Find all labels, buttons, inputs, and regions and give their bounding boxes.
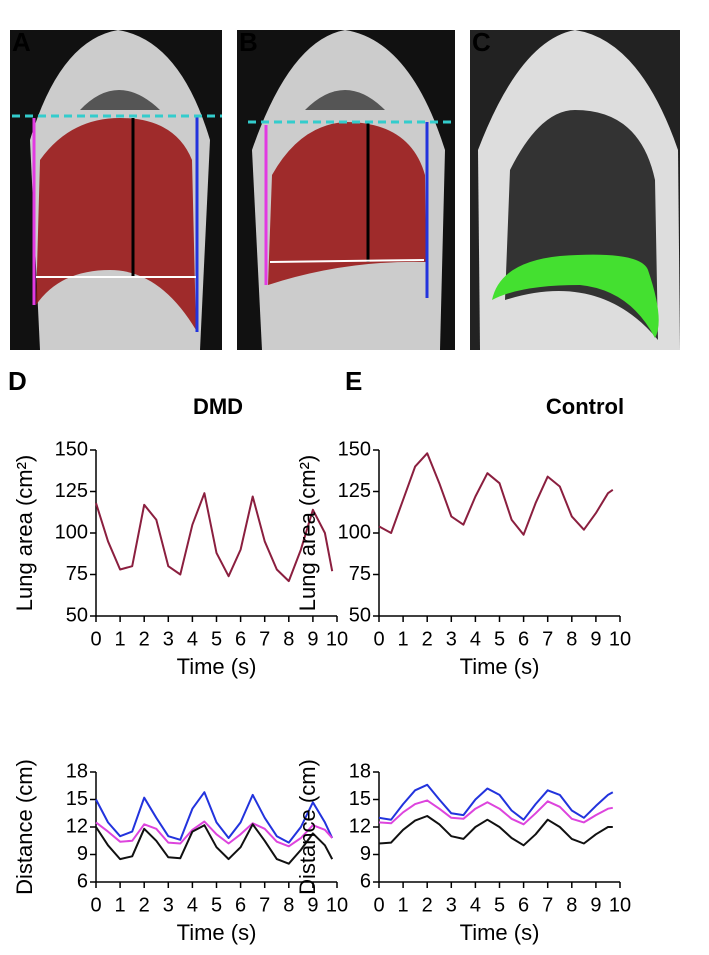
x-tick-label: 9 — [590, 894, 601, 916]
x-tick-label: 7 — [259, 628, 270, 650]
y-tick-label: 100 — [55, 521, 88, 543]
x-tick-label: 10 — [326, 628, 348, 650]
x-tick-label: 1 — [398, 628, 409, 650]
x-tick-label: 2 — [422, 628, 433, 650]
image-a — [10, 30, 222, 350]
chart-title: Control — [546, 394, 624, 419]
x-tick-label: 2 — [139, 894, 150, 916]
panel-label: B — [239, 27, 258, 57]
chart-title: DMD — [193, 394, 243, 419]
y-tick-label: 18 — [66, 760, 88, 782]
data-line — [378, 815, 613, 847]
x-tick-label: 9 — [590, 628, 601, 650]
y-tick-label: 100 — [338, 521, 371, 543]
y-tick-label: 150 — [55, 438, 88, 460]
y-axis-label: Distance (cm) — [12, 759, 37, 895]
y-axis-label: Distance (cm) — [295, 759, 320, 895]
x-tick-label: 5 — [494, 894, 505, 916]
x-tick-label: 10 — [609, 628, 631, 650]
data-line — [378, 783, 614, 821]
x-tick-label: 6 — [235, 894, 246, 916]
x-tick-label: 8 — [283, 894, 294, 916]
y-tick-label: 50 — [66, 604, 88, 626]
y-tick-label: 125 — [55, 480, 88, 502]
panel-label: E — [345, 366, 362, 396]
x-axis-label: Time (s) — [177, 654, 257, 679]
data-line — [95, 791, 334, 844]
x-tick-label: 10 — [609, 894, 631, 916]
x-tick-label: 7 — [542, 894, 553, 916]
y-tick-label: 150 — [338, 438, 371, 460]
y-tick-label: 9 — [77, 843, 88, 865]
x-tick-label: 3 — [446, 894, 457, 916]
y-tick-label: 15 — [349, 788, 371, 810]
x-tick-label: 8 — [566, 628, 577, 650]
x-tick-label: 4 — [470, 894, 481, 916]
x-tick-label: 6 — [235, 628, 246, 650]
x-tick-label: 1 — [115, 894, 126, 916]
x-tick-label: 2 — [139, 628, 150, 650]
x-tick-label: 3 — [163, 894, 174, 916]
y-tick-label: 50 — [349, 604, 371, 626]
y-tick-label: 12 — [349, 815, 371, 837]
x-tick-label: 3 — [163, 628, 174, 650]
x-tick-label: 3 — [446, 628, 457, 650]
x-tick-label: 5 — [211, 628, 222, 650]
x-axis-label: Time (s) — [460, 920, 540, 945]
y-tick-label: 75 — [349, 563, 371, 585]
x-tick-label: 8 — [283, 628, 294, 650]
x-axis-label: Time (s) — [177, 920, 257, 945]
y-tick-label: 12 — [66, 815, 88, 837]
y-tick-label: 9 — [360, 843, 371, 865]
y-axis-label: Lung area (cm²) — [12, 455, 37, 612]
x-tick-label: 5 — [494, 628, 505, 650]
panel-label: D — [8, 366, 27, 396]
x-tick-label: 0 — [373, 628, 384, 650]
panel-label: A — [12, 27, 31, 57]
x-tick-label: 7 — [259, 894, 270, 916]
y-tick-label: 18 — [349, 760, 371, 782]
data-line — [378, 452, 614, 536]
x-tick-label: 1 — [398, 894, 409, 916]
x-tick-label: 8 — [566, 894, 577, 916]
y-axis-label: Lung area (cm²) — [295, 455, 320, 612]
x-tick-label: 6 — [518, 894, 529, 916]
x-tick-label: 10 — [326, 894, 348, 916]
panel-label: C — [472, 27, 491, 57]
data-line — [95, 823, 334, 865]
data-line — [95, 492, 334, 583]
data-line — [378, 799, 613, 826]
x-tick-label: 0 — [373, 894, 384, 916]
y-tick-label: 15 — [66, 788, 88, 810]
y-tick-label: 75 — [66, 563, 88, 585]
x-tick-label: 4 — [187, 628, 198, 650]
y-tick-label: 6 — [77, 870, 88, 892]
x-tick-label: 1 — [115, 628, 126, 650]
image-b — [237, 30, 455, 350]
x-tick-label: 0 — [90, 628, 101, 650]
x-tick-label: 4 — [470, 628, 481, 650]
data-line — [95, 820, 333, 848]
x-tick-label: 9 — [307, 628, 318, 650]
x-tick-label: 4 — [187, 894, 198, 916]
x-tick-label: 5 — [211, 894, 222, 916]
x-axis-label: Time (s) — [460, 654, 540, 679]
y-tick-label: 6 — [360, 870, 371, 892]
image-c — [470, 30, 680, 350]
x-tick-label: 9 — [307, 894, 318, 916]
x-tick-label: 7 — [542, 628, 553, 650]
x-tick-label: 2 — [422, 894, 433, 916]
x-tick-label: 6 — [518, 628, 529, 650]
x-tick-label: 0 — [90, 894, 101, 916]
y-tick-label: 125 — [338, 480, 371, 502]
